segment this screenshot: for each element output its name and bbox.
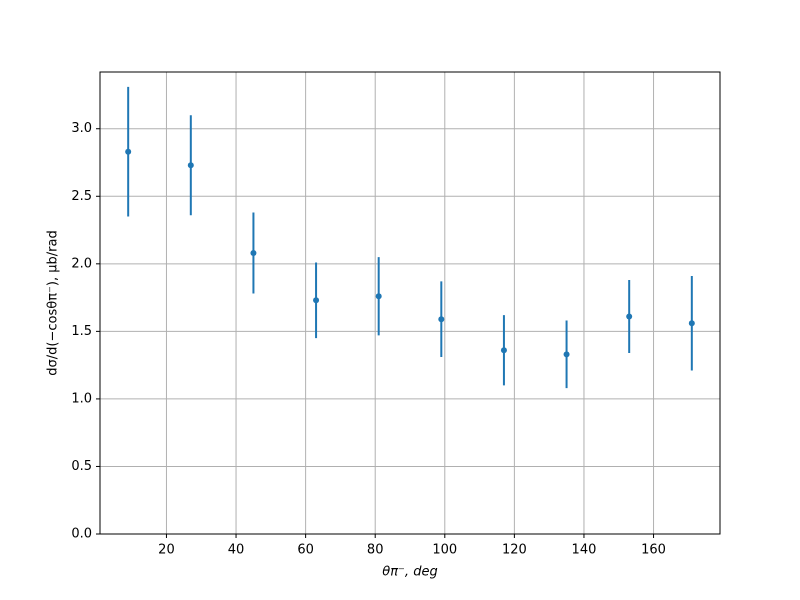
data-point (688, 320, 695, 327)
x-tick-label: 80 (367, 543, 384, 558)
y-tick-label: 1.0 (71, 391, 92, 406)
data-point (500, 347, 507, 354)
data-point (250, 250, 257, 257)
y-tick-label: 2.0 (71, 256, 92, 271)
y-tick-label: 0.0 (71, 527, 92, 542)
y-axis-label: dσ/d(−cosθπ⁻), μb/rad (46, 230, 61, 375)
x-tick-label: 40 (228, 543, 245, 558)
data-point (313, 297, 320, 304)
x-tick-label: 20 (158, 543, 175, 558)
x-tick-label: 120 (502, 543, 527, 558)
data-point (563, 351, 570, 358)
y-tick-label: 3.0 (71, 121, 92, 136)
x-axis-label: θπ⁻, deg (382, 565, 437, 580)
data-point (626, 313, 633, 320)
data-point (125, 148, 132, 155)
y-tick-label: 1.5 (71, 324, 92, 339)
x-tick-label: 100 (432, 543, 457, 558)
plot-frame (99, 71, 721, 535)
data-point (375, 293, 382, 300)
x-tick-label: 60 (297, 543, 314, 558)
x-tick-label: 160 (641, 543, 666, 558)
data-point (187, 162, 194, 169)
x-tick-label: 140 (572, 543, 597, 558)
y-tick-label: 0.5 (71, 459, 92, 474)
data-point (438, 316, 445, 323)
y-tick-label: 2.5 (71, 189, 92, 204)
